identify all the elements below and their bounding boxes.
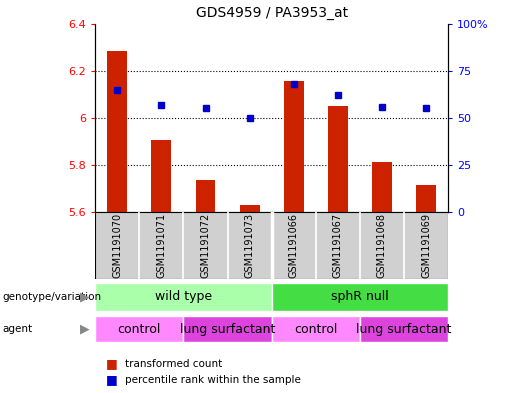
Text: lung surfactant: lung surfactant — [180, 323, 275, 336]
Bar — [360, 316, 448, 342]
Text: lung surfactant: lung surfactant — [356, 323, 452, 336]
Bar — [284, 81, 304, 212]
Text: GSM1191073: GSM1191073 — [245, 213, 254, 278]
Bar — [95, 283, 272, 311]
Text: ▶: ▶ — [80, 323, 90, 336]
Text: wild type: wild type — [155, 290, 212, 303]
Bar — [108, 51, 127, 212]
Bar — [196, 180, 215, 212]
Text: ■: ■ — [106, 357, 117, 370]
Bar — [416, 185, 436, 212]
Text: percentile rank within the sample: percentile rank within the sample — [125, 375, 301, 385]
Text: agent: agent — [3, 324, 32, 334]
Bar — [372, 162, 392, 212]
Text: GSM1191069: GSM1191069 — [421, 213, 431, 278]
Text: control: control — [118, 323, 161, 336]
Text: GSM1191071: GSM1191071 — [157, 213, 166, 278]
Bar — [183, 316, 272, 342]
Text: genotype/variation: genotype/variation — [3, 292, 101, 302]
Text: GSM1191067: GSM1191067 — [333, 213, 343, 278]
Text: ■: ■ — [106, 373, 117, 387]
Text: ▶: ▶ — [80, 290, 90, 303]
Title: GDS4959 / PA3953_at: GDS4959 / PA3953_at — [196, 6, 348, 20]
Text: GSM1191066: GSM1191066 — [289, 213, 299, 278]
Bar — [95, 316, 183, 342]
Bar — [328, 106, 348, 212]
Bar — [151, 140, 171, 212]
Text: GSM1191068: GSM1191068 — [377, 213, 387, 278]
Text: transformed count: transformed count — [125, 358, 222, 369]
Bar — [272, 283, 448, 311]
Text: control: control — [294, 323, 337, 336]
Text: GSM1191070: GSM1191070 — [112, 213, 123, 278]
Text: GSM1191072: GSM1191072 — [200, 213, 211, 278]
Text: sphR null: sphR null — [331, 290, 389, 303]
Bar — [272, 316, 360, 342]
Bar — [239, 205, 260, 212]
